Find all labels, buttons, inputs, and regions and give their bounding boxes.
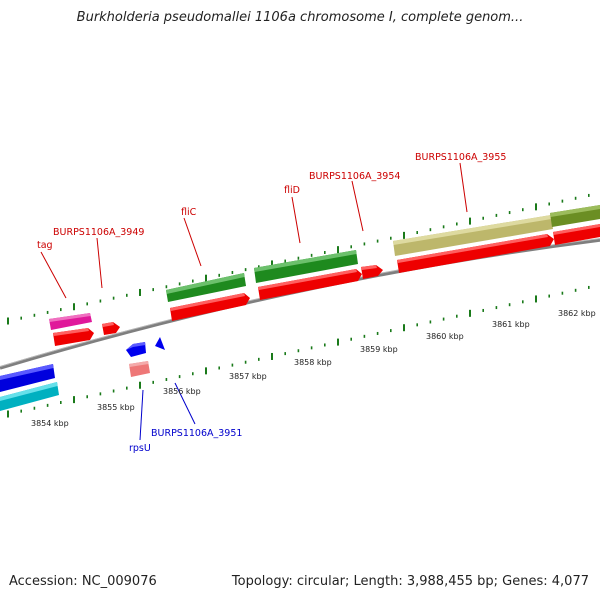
gene-feature-red-1[interactable] — [53, 328, 94, 346]
gene-label-tag[interactable]: tag — [37, 240, 53, 251]
gene-label-group: tag BURPS1106A_3949 fliC fliD BURPS1106A… — [37, 152, 506, 454]
gene-feature-red-2[interactable] — [170, 293, 250, 321]
scale-label-3861: 3861 kbp — [492, 320, 530, 329]
gene-feature-cyan[interactable] — [0, 382, 59, 411]
gene-feature-red-4[interactable] — [397, 234, 554, 273]
gene-feature-red-5[interactable] — [553, 224, 600, 245]
tick-row-outer — [7, 193, 590, 325]
gene-tag[interactable] — [49, 313, 92, 330]
gene-rpsU[interactable] — [126, 342, 146, 357]
scale-label-3855: 3855 kbp — [97, 403, 135, 412]
tick-row-inner — [7, 285, 590, 418]
gene-label-fliD[interactable]: fliD — [284, 185, 300, 196]
scale-label-3860: 3860 kbp — [426, 332, 464, 341]
accession-text: Accession: NC_009076 — [9, 574, 157, 589]
scale-label-3862: 3862 kbp — [558, 309, 596, 318]
reverse-genes — [0, 337, 165, 411]
gene-label-BURPS1106A_3951[interactable]: BURPS1106A_3951 — [151, 428, 242, 439]
gene-label-BURPS1106A_3949[interactable]: BURPS1106A_3949 — [53, 227, 144, 238]
gene-label-fliC[interactable]: fliC — [181, 207, 197, 218]
gene-BURPS1106A_3951[interactable] — [155, 337, 165, 350]
scale-label-3854: 3854 kbp — [31, 419, 69, 428]
gene-feature-pink[interactable] — [129, 361, 150, 377]
gene-label-BURPS1106A_3954[interactable]: BURPS1106A_3954 — [309, 171, 400, 182]
forward-genes — [49, 205, 600, 346]
map-title: Burkholderia pseudomallei 1106a chromoso… — [76, 10, 524, 25]
gene-feature-olive[interactable] — [550, 205, 600, 227]
scale-labels: 3854 kbp 3855 kbp 3856 kbp 3857 kbp 3858… — [31, 309, 596, 428]
gene-BURPS1106A_3955[interactable] — [393, 215, 553, 256]
gene-fliD[interactable] — [254, 250, 358, 283]
scale-label-3858: 3858 kbp — [294, 358, 332, 367]
gene-label-BURPS1106A_3955[interactable]: BURPS1106A_3955 — [415, 152, 506, 163]
gene-BURPS1106A_3949[interactable] — [102, 322, 120, 335]
callout-lines — [40, 162, 468, 441]
scale-label-3856: 3856 kbp — [163, 387, 201, 396]
gene-label-rpsU[interactable]: rpsU — [129, 443, 151, 454]
scale-label-3857: 3857 kbp — [229, 372, 267, 381]
gene-feature-blue-1[interactable] — [0, 364, 55, 392]
gene-feature-red-3[interactable] — [258, 269, 362, 300]
scale-label-3859: 3859 kbp — [360, 345, 398, 354]
gene-fliC[interactable] — [166, 273, 246, 302]
genome-summary-text: Topology: circular; Length: 3,988,455 bp… — [231, 574, 589, 589]
gene-BURPS1106A_3954[interactable] — [361, 265, 383, 279]
